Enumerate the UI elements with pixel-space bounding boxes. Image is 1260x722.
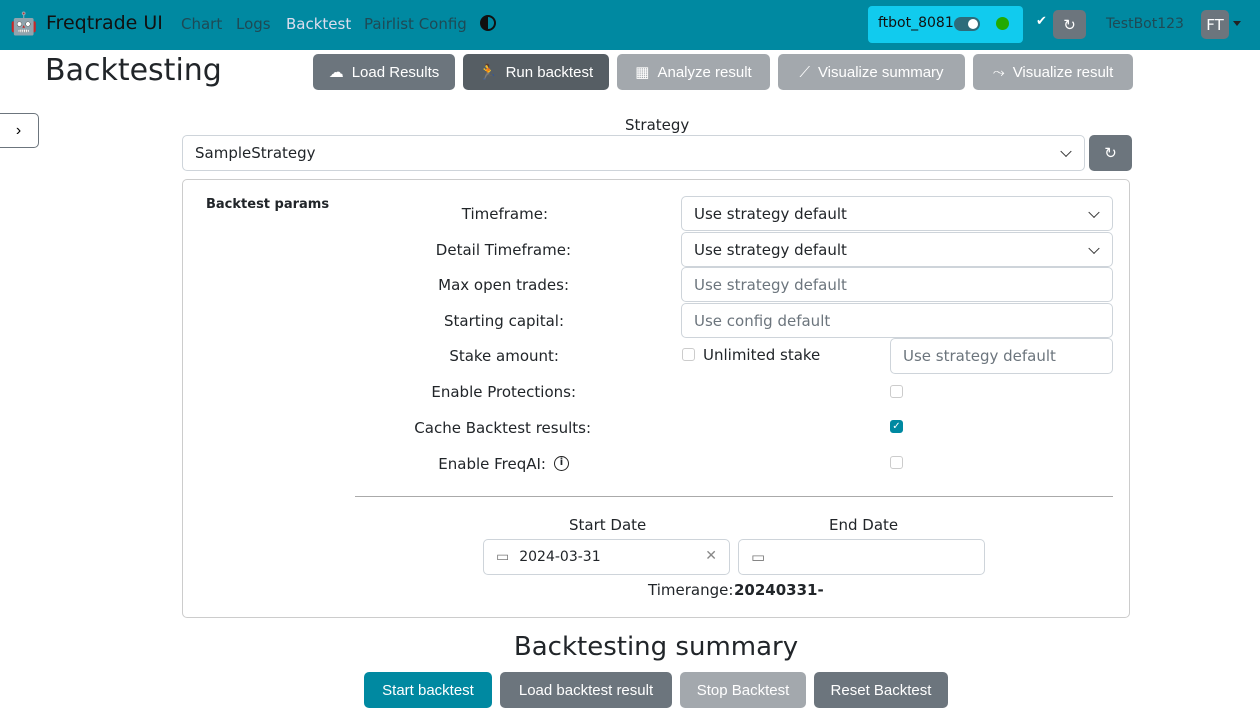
max-open-trades-label: Max open trades: [438,276,569,294]
timeframe-value: Use strategy default [694,204,847,223]
unlimited-stake-checkbox[interactable] [682,348,695,361]
analyze-result-button[interactable]: ▦ Analyze result [617,54,770,90]
timerange-value: 20240331- [734,581,824,599]
freqtrade-logo-icon[interactable]: 🤖 [10,12,38,37]
label: Visualize summary [817,63,944,81]
visualize-result-button[interactable]: ⤳ Visualize result [973,54,1133,90]
check-icon: ✔ [1036,14,1047,29]
visualize-summary-button[interactable]: ⟋ Visualize summary [778,54,965,90]
starting-capital-input[interactable]: Use config default [681,303,1113,338]
chevron-down-icon [1060,145,1072,158]
label: Run backtest [505,63,594,81]
stop-backtest-button[interactable]: Stop Backtest [680,672,806,708]
clear-icon[interactable]: ✕ [705,548,717,564]
chevron-down-icon [1088,206,1100,218]
reset-backtest-button[interactable]: Reset Backtest [814,672,948,708]
timeframe-label: Timeframe: [461,205,548,223]
refresh-button[interactable]: ↻ [1053,10,1086,39]
nav-pairlist-config[interactable]: Pairlist Config [364,15,467,33]
strategy-value: SampleStrategy [195,144,316,162]
timerange-label: Timerange: [648,581,734,599]
end-date-input[interactable]: ▭ [738,539,985,575]
bot-toggle[interactable] [954,17,980,31]
detail-timeframe-value: Use strategy default [694,240,847,259]
load-backtest-result-button[interactable]: Load backtest result [500,672,672,708]
protections-label: Enable Protections: [431,383,576,401]
start-date-input[interactable]: ▭ 2024-03-31 ✕ [483,539,730,575]
stake-amount-label: Stake amount: [449,347,559,365]
cache-label: Cache Backtest results: [414,419,591,437]
avatar[interactable]: FT [1201,10,1229,39]
freqai-label: Enable FreqAI: [438,455,546,473]
unlimited-stake-label: Unlimited stake [703,346,821,364]
caret-down-icon[interactable] [1233,21,1241,30]
bot-selector[interactable]: ftbot_8081 [868,6,1023,43]
strategy-label: Strategy [625,116,690,134]
placeholder: Use strategy default [694,275,847,294]
timeframe-select[interactable]: Use strategy default [681,196,1113,231]
table-icon: ▦ [635,64,650,81]
nav-chart[interactable]: Chart [181,15,223,33]
divider [355,496,1113,497]
scatter-chart-icon: ⤳ [992,63,1005,81]
cloud-download-icon: ☁ [328,64,344,81]
run-backtest-button[interactable]: 🏃 Run backtest [463,54,609,90]
bot-status-dot [996,17,1009,30]
cache-checkbox[interactable]: ✓ [890,420,903,433]
detail-timeframe-select[interactable]: Use strategy default [681,232,1113,267]
run-icon: 🏃 [478,64,498,81]
chart-line-icon: ⟋ [799,63,810,81]
max-open-trades-input[interactable]: Use strategy default [681,267,1113,302]
starting-capital-label: Starting capital: [443,312,564,330]
nav-backtest[interactable]: Backtest [286,15,352,33]
summary-title: Backtesting summary [513,632,799,662]
end-date-label: End Date [829,516,899,534]
navbar: 🤖 Freqtrade UI Chart Logs Backtest Pairl… [0,0,1260,50]
chevron-down-icon [1088,242,1100,254]
load-results-button[interactable]: ☁ Load Results [313,54,455,90]
brand[interactable]: Freqtrade UI [46,12,163,34]
bot-name: ftbot_8081 [878,15,954,31]
params-title: Backtest params [206,197,330,212]
label: Visualize result [1012,63,1114,81]
calendar-icon: ▭ [751,548,766,566]
info-icon[interactable]: i [554,456,569,471]
calendar-icon: ▭ [496,549,510,565]
start-date-label: Start Date [569,516,647,534]
freqai-checkbox[interactable] [890,456,903,469]
start-backtest-button[interactable]: Start backtest [364,672,492,708]
placeholder: Use config default [694,311,831,330]
page-title: Backtesting [45,53,222,88]
protections-checkbox[interactable] [890,385,903,398]
label: Analyze result [657,63,752,81]
stake-amount-input[interactable]: Use strategy default [890,338,1113,374]
sidebar-expand-button[interactable]: › [0,113,39,148]
start-date-value: 2024-03-31 [519,549,601,565]
label: Load Results [351,63,440,81]
theme-toggle-icon[interactable] [480,15,496,31]
nav-logs[interactable]: Logs [236,15,271,33]
backtest-params-card [182,179,1130,618]
detail-timeframe-label: Detail Timeframe: [435,241,571,259]
reload-strategies-button[interactable]: ↻ [1089,135,1132,171]
placeholder: Use strategy default [903,347,1056,365]
user-name: TestBot123 [1106,16,1184,32]
strategy-select[interactable]: SampleStrategy [182,135,1085,171]
